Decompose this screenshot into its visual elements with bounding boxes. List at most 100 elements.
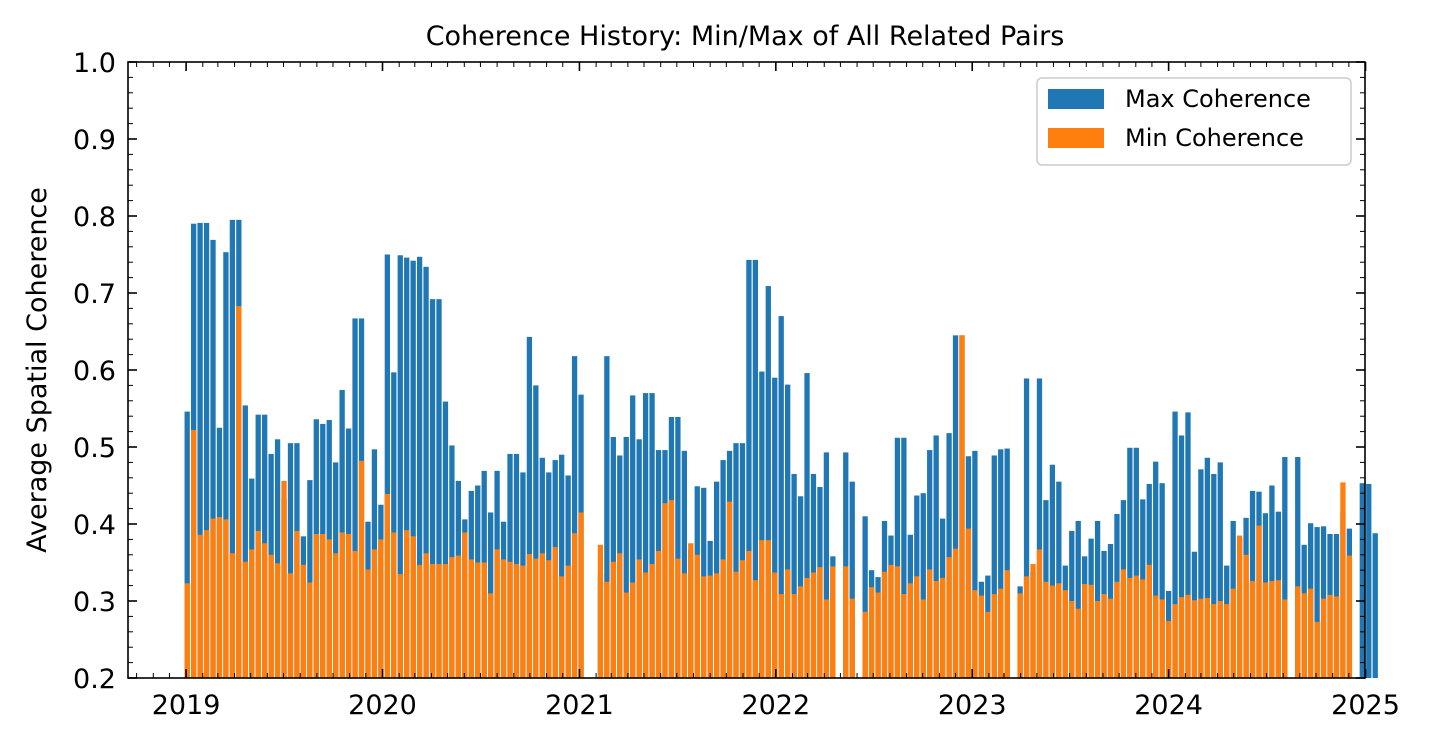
min-coherence-bar [707, 575, 713, 678]
min-coherence-bar [946, 557, 952, 678]
min-coherence-bar [526, 554, 533, 678]
max-coherence-bar [1359, 483, 1365, 678]
max-coherence-bar [229, 219, 236, 678]
max-coherence-bar [752, 259, 759, 678]
min-coherence-bar [223, 519, 229, 678]
max-coherence-bar [772, 377, 778, 678]
min-coherence-bar [765, 540, 771, 678]
min-coherence-bar [720, 559, 726, 678]
min-coherence-bar [1056, 583, 1062, 678]
max-coherence-bar [274, 439, 281, 678]
min-coherence-bar [423, 553, 429, 678]
min-coherence-bar [610, 561, 616, 678]
max-coherence-bar [998, 449, 1004, 678]
max-coherence-bar [901, 437, 907, 678]
min-coherence-bar [978, 595, 985, 678]
min-coherence-bar [494, 549, 500, 678]
min-coherence-bar [197, 534, 203, 678]
max-coherence-bar [630, 395, 636, 678]
min-coherence-bar [1346, 555, 1353, 678]
min-coherence-bar [668, 500, 675, 678]
max-coherence-bar [1133, 447, 1139, 678]
min-coherence-bar [1340, 482, 1346, 678]
max-coherence-bar [1295, 457, 1301, 678]
min-coherence-bar [901, 594, 907, 678]
min-coherence-bar [1198, 598, 1204, 678]
min-coherence-bar [920, 599, 926, 678]
min-coherence-bar [991, 594, 997, 678]
max-coherence-bar [862, 516, 868, 678]
min-coherence-bar [952, 548, 959, 678]
max-coherence-bar [1049, 464, 1056, 678]
min-coherence-bar [1191, 600, 1198, 678]
min-coherence-bar [1236, 535, 1243, 678]
min-coherence-bar [843, 566, 849, 678]
max-coherence-bar [759, 371, 765, 678]
max-coherence-bar [223, 252, 229, 678]
min-coherence-bar [875, 592, 881, 678]
min-coherence-bar [539, 553, 545, 678]
min-coherence-bar [533, 558, 539, 678]
min-coherence-bar [675, 558, 681, 678]
min-coherence-bar [255, 530, 261, 678]
min-coherence-bar [565, 565, 571, 678]
min-coherence-bar [520, 565, 526, 678]
min-coherence-bar [358, 460, 365, 678]
legend: Max Coherence Min Coherence [1036, 77, 1352, 166]
y-tick-label: 0.6 [73, 356, 116, 387]
y-tick-label: 0.5 [73, 433, 116, 464]
min-coherence-bar [1295, 586, 1301, 678]
min-coherence-bar [571, 533, 578, 678]
min-coherence-bar [830, 566, 836, 678]
min-coherence-bar [662, 503, 668, 678]
min-coherence-bar [630, 582, 636, 678]
min-coherence-bar [701, 576, 707, 678]
min-coherence-bar [468, 559, 474, 678]
min-coherence-bar [294, 530, 300, 678]
max-coherence-bar [242, 405, 248, 678]
x-tick-label: 2023 [938, 690, 1007, 721]
min-coherence-bar [1114, 581, 1120, 678]
x-tick-label: 2025 [1331, 690, 1400, 721]
min-coherence-bar [281, 480, 287, 678]
min-coherence-bar [1049, 585, 1056, 678]
min-coherence-bar [985, 611, 991, 678]
legend-swatch-max [1048, 89, 1104, 109]
min-coherence-bar [1094, 601, 1101, 678]
max-coherence-bar [571, 356, 578, 678]
max-coherence-bar [791, 473, 797, 678]
min-coherence-bar [959, 335, 965, 678]
max-coherence-bar [746, 259, 752, 678]
max-coherence-bar [991, 455, 997, 678]
max-coherence-bar [210, 239, 216, 678]
max-coherence-bar [397, 255, 403, 678]
max-coherence-bar [1198, 469, 1204, 678]
min-coherence-bar [927, 569, 933, 678]
max-coherence-bar [946, 433, 952, 678]
max-coherence-bar [526, 336, 533, 678]
min-coherence-bar [817, 567, 823, 678]
max-coherence-bar [352, 318, 358, 678]
y-tick-label: 1.0 [73, 48, 116, 79]
max-coherence-bar [436, 299, 442, 678]
min-coherence-bar [733, 571, 739, 678]
min-coherence-bar [1282, 599, 1288, 678]
min-coherence-bar [933, 580, 939, 678]
min-coherence-bar [998, 588, 1004, 678]
max-coherence-bar [559, 454, 565, 678]
max-coherence-bar [197, 222, 203, 678]
min-coherence-bar [384, 493, 390, 678]
x-tick-label: 2024 [1134, 690, 1203, 721]
min-coherence-bar [1030, 564, 1036, 678]
max-coherence-bar [785, 384, 791, 678]
min-coherence-bar [462, 532, 468, 678]
min-coherence-bar [410, 536, 416, 678]
max-coherence-bar [849, 481, 855, 678]
max-coherence-bar [1056, 481, 1062, 678]
chart-title: Coherence History: Min/Max of All Relate… [426, 21, 1065, 52]
min-coherence-bar [488, 593, 494, 678]
max-coherence-bar [1094, 520, 1101, 678]
min-coherence-bar [1185, 594, 1191, 678]
x-tick-label: 2022 [741, 690, 810, 721]
min-coherence-bar [868, 587, 875, 678]
